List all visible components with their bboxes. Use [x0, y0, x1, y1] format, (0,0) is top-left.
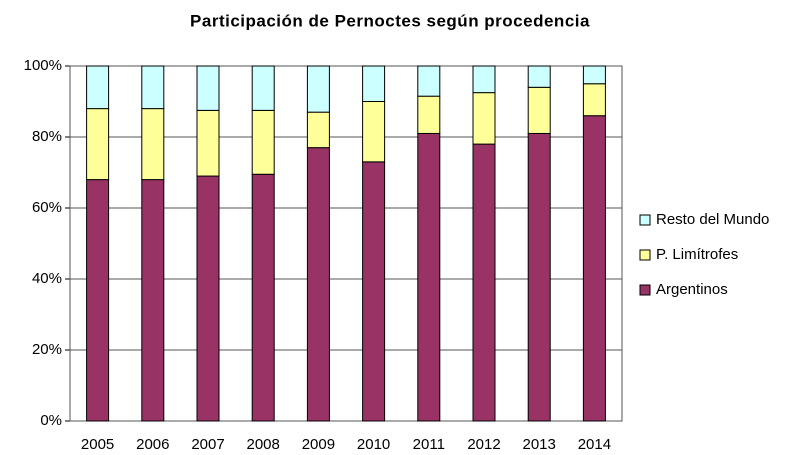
legend-swatch	[639, 284, 651, 296]
x-tick-label: 2008	[247, 436, 280, 453]
bar-segment	[472, 65, 496, 94]
bar-segment	[251, 65, 275, 111]
y-tick-label: 40%	[32, 270, 62, 287]
legend-label: Argentinos	[656, 281, 728, 298]
y-tick-label: 60%	[32, 199, 62, 216]
bar-segment	[362, 161, 386, 422]
x-tick-label: 2011	[413, 436, 445, 453]
bar-segment	[417, 95, 441, 134]
legend-swatch	[639, 249, 651, 261]
bar-segment	[362, 65, 386, 102]
bar-segment	[582, 115, 606, 422]
x-tick-label: 2012	[467, 436, 500, 453]
bar-segment	[251, 173, 275, 422]
legend-label: Resto del Mundo	[656, 211, 769, 228]
bar-segment	[582, 83, 606, 117]
bar-segment	[362, 101, 386, 163]
bar-segment	[472, 143, 496, 422]
legend-label: P. Limítrofes	[656, 246, 738, 263]
bar-segment	[306, 65, 330, 113]
y-tick-label: 20%	[32, 341, 62, 358]
bar-segment	[196, 65, 220, 111]
bar-segment	[582, 65, 606, 85]
bar-segment	[527, 86, 551, 134]
bar-segment	[86, 108, 110, 181]
x-tick-label: 2010	[357, 436, 390, 453]
bar-segment	[86, 179, 110, 422]
bar-segment	[527, 65, 551, 88]
bar-segment	[417, 65, 441, 97]
x-tick-label: 2013	[523, 436, 556, 453]
bar-segment	[417, 132, 441, 422]
y-tick-label: 100%	[24, 57, 62, 74]
bar-segment	[196, 109, 220, 177]
x-tick-label: 2007	[191, 436, 224, 453]
y-tick-label: 80%	[32, 128, 62, 145]
x-tick-label: 2005	[81, 436, 114, 453]
bar-segment	[527, 132, 551, 422]
bar-segment	[306, 147, 330, 422]
plot-frame	[69, 65, 623, 422]
bar-segment	[141, 108, 165, 181]
chart-title: Participación de Pernoctes según procede…	[190, 11, 590, 30]
x-tick-label: 2009	[302, 436, 335, 453]
bar-segment	[306, 111, 330, 149]
x-tick-label: 2014	[578, 436, 611, 453]
bar-segment	[251, 109, 275, 175]
x-tick-label: 2006	[136, 436, 169, 453]
bar-segment	[196, 175, 220, 422]
bar-segment	[141, 179, 165, 422]
y-tick-label: 0%	[40, 412, 62, 429]
bar-segment	[141, 65, 165, 110]
bar-segment	[472, 92, 496, 145]
bar-segment	[86, 65, 110, 110]
legend-swatch	[639, 214, 651, 226]
